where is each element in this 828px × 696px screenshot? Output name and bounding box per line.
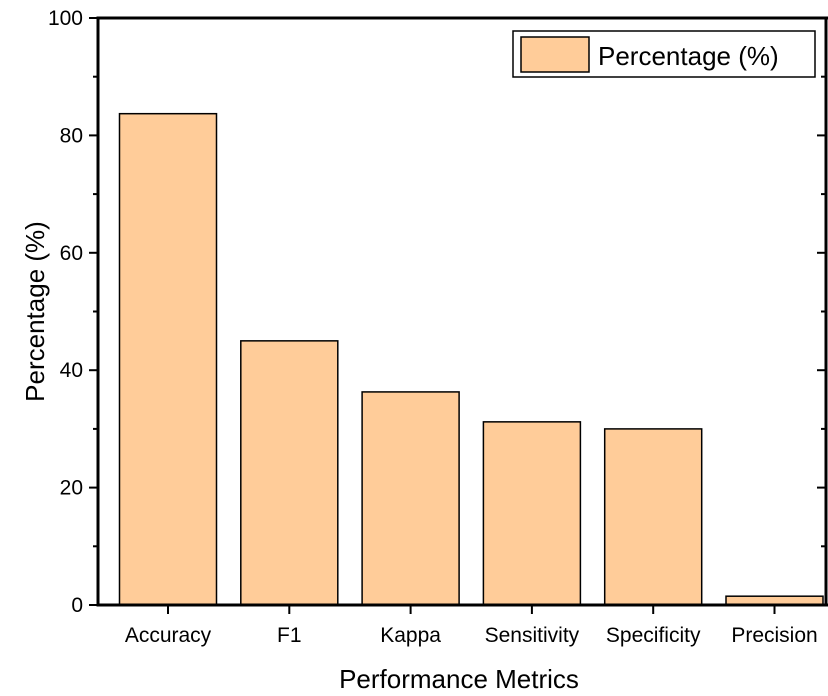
y-tick-label: 80 bbox=[60, 124, 83, 147]
bar-f1 bbox=[240, 340, 339, 606]
bar-specificity bbox=[603, 428, 703, 606]
bar-sensitivity bbox=[482, 421, 582, 606]
y-tick-label: 0 bbox=[71, 594, 83, 617]
x-tick-label: Specificity bbox=[606, 624, 701, 647]
x-tick-label: Sensitivity bbox=[485, 624, 580, 647]
x-tick-label: Accuracy bbox=[125, 624, 212, 647]
x-tick-label: Kappa bbox=[380, 624, 441, 647]
x-tick-label: Precision bbox=[731, 624, 817, 647]
x-tick-label: F1 bbox=[277, 624, 302, 647]
y-tick-label: 100 bbox=[48, 7, 83, 30]
ticks-layer: Accuracy F1 Kappa Sensitivity Specificity Pre… bbox=[48, 7, 826, 647]
legend-label: Percentage (%) bbox=[598, 41, 779, 71]
bars-layer bbox=[118, 112, 824, 606]
bar-kappa bbox=[361, 391, 460, 606]
y-axis-title: Percentage (%) bbox=[20, 221, 50, 402]
y-tick-label: 60 bbox=[60, 242, 83, 265]
legend: Percentage (%) bbox=[512, 30, 816, 78]
legend-swatch bbox=[520, 36, 590, 73]
x-axis-title: Performance Metrics bbox=[339, 664, 579, 694]
bar-accuracy bbox=[118, 112, 218, 606]
y-tick-label: 40 bbox=[60, 359, 83, 382]
y-tick-label: 20 bbox=[60, 477, 83, 500]
